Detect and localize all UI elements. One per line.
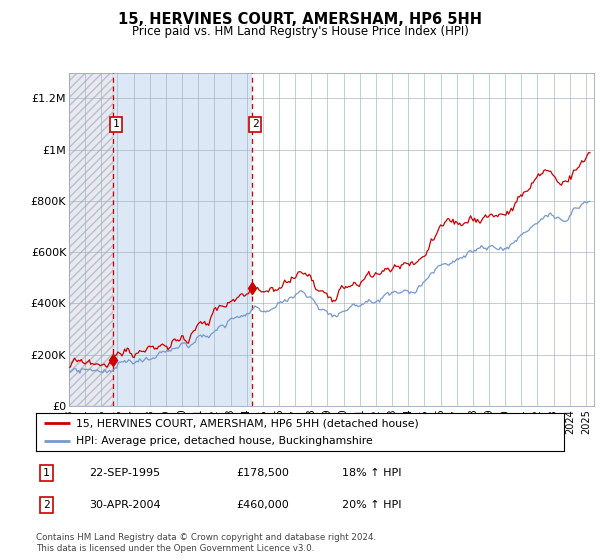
Text: Price paid vs. HM Land Registry's House Price Index (HPI): Price paid vs. HM Land Registry's House … [131,25,469,38]
Text: 30-APR-2004: 30-APR-2004 [89,500,160,510]
Text: 15, HERVINES COURT, AMERSHAM, HP6 5HH (detached house): 15, HERVINES COURT, AMERSHAM, HP6 5HH (d… [76,418,418,428]
Text: 2: 2 [43,500,50,510]
Bar [113,73,252,406]
Text: 18% ↑ HPI: 18% ↑ HPI [342,468,402,478]
Text: 1: 1 [113,119,119,129]
Text: £460,000: £460,000 [236,500,289,510]
Text: Contains HM Land Registry data © Crown copyright and database right 2024.
This d: Contains HM Land Registry data © Crown c… [36,533,376,553]
Text: 2: 2 [252,119,259,129]
Bar [69,73,113,406]
Bar [69,73,113,406]
Text: HPI: Average price, detached house, Buckinghamshire: HPI: Average price, detached house, Buck… [76,436,373,446]
Text: 15, HERVINES COURT, AMERSHAM, HP6 5HH: 15, HERVINES COURT, AMERSHAM, HP6 5HH [118,12,482,27]
Text: £178,500: £178,500 [236,468,290,478]
Text: 20% ↑ HPI: 20% ↑ HPI [342,500,402,510]
Text: 22-SEP-1995: 22-SEP-1995 [89,468,160,478]
Text: 1: 1 [43,468,50,478]
